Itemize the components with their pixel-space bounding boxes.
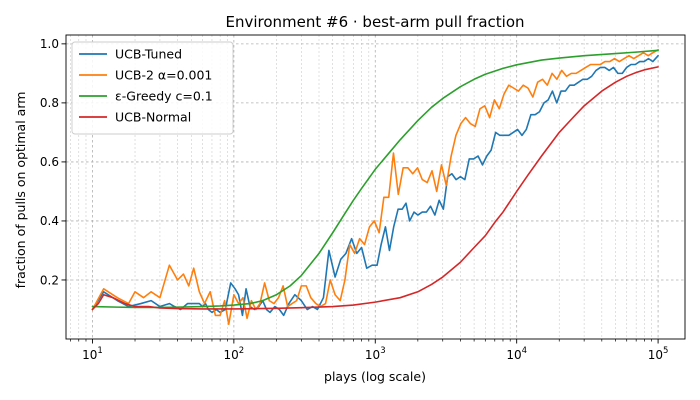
series-line-3: [91, 66, 659, 311]
legend-label-1: UCB-2 α=0.001: [115, 68, 212, 83]
series-line-1: [91, 48, 659, 326]
x-tick-label: 102: [224, 346, 245, 362]
y-tick-label: 1.0: [40, 37, 59, 51]
chart-title: Environment #6 · best-arm pull fraction: [225, 13, 524, 31]
y-tick-label: 0.2: [40, 273, 59, 287]
legend-box: [71, 41, 234, 135]
y-tick-label: 0.4: [40, 214, 59, 228]
y-tick-label: 0.6: [40, 155, 59, 169]
x-tick-label: 105: [648, 346, 669, 362]
legend-label-2: ε-Greedy c=0.1: [115, 89, 213, 104]
grid: [66, 35, 685, 339]
x-tick-label: 103: [365, 346, 386, 362]
x-tick-label: 104: [506, 346, 527, 362]
axis-ticks: 101 102 103 104 105 0.2 0.4 0.6 0.8 1.0: [40, 37, 669, 362]
series-group: [91, 48, 659, 326]
y-tick-label: 0.8: [40, 96, 59, 110]
series-line-2: [91, 49, 659, 309]
x-tick-label: 101: [82, 346, 103, 362]
y-axis-label: fraction of pulls on optimal arm: [13, 92, 28, 289]
legend-label-3: UCB-Normal: [115, 110, 191, 125]
x-axis-label: plays (log scale): [324, 369, 426, 384]
legend: UCB-Tuned UCB-2 α=0.001 ε-Greedy c=0.1 UCB-…: [71, 41, 234, 135]
legend-label-0: UCB-Tuned: [115, 47, 182, 62]
